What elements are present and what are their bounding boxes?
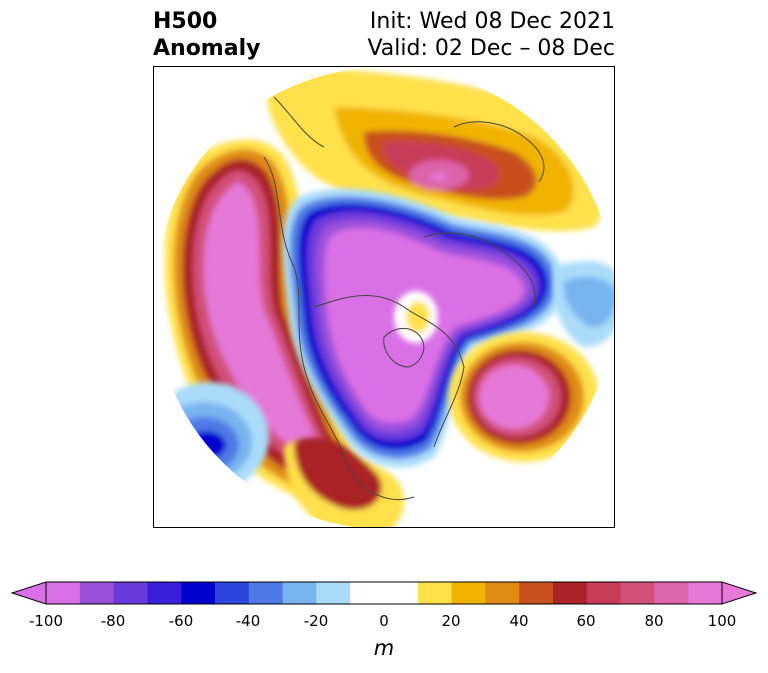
colorbar-cell <box>113 582 148 604</box>
colorbar-tick-labels: -100 -80 -60 -40 -20 0 20 40 60 80 100 <box>0 612 768 632</box>
colorbar-under-arrow <box>10 581 47 605</box>
aleutian-trough <box>154 382 269 492</box>
colorbar-tick: -60 <box>168 612 194 630</box>
colorbar-cell <box>417 582 453 604</box>
atlantic-ridge <box>449 332 599 462</box>
colorbar-cell <box>215 582 250 604</box>
colorbar-cell <box>384 582 419 604</box>
colorbar-cell <box>620 582 655 604</box>
colorbar-cell <box>654 582 689 604</box>
central-ridge-cell <box>394 291 438 343</box>
coastlines <box>263 86 595 501</box>
colorbar-tick: -100 <box>28 612 64 630</box>
init-time: Init: Wed 08 Dec 2021 <box>369 9 615 34</box>
colorbar-cell <box>519 582 554 604</box>
colorbar-tick: 40 <box>509 612 529 630</box>
valid-period: Init: Wed 08 Dec 2021 Valid: 02 Dec – 08… <box>367 8 615 62</box>
anomaly-map-canvas <box>154 67 614 527</box>
colorbar-tick: -40 <box>235 612 261 630</box>
western-ridge <box>284 437 404 527</box>
colorbar-tick: -80 <box>100 612 126 630</box>
colorbar-cell <box>79 582 115 604</box>
title-line-2: Anomaly <box>153 36 261 61</box>
title-line-1: H500 <box>153 9 218 34</box>
colorbar-border <box>45 581 723 605</box>
colorbar-tick: 60 <box>576 612 596 630</box>
colorbar-cell <box>586 582 622 604</box>
colorbar-cell <box>485 582 520 604</box>
colorbar-tick: 100 <box>707 612 737 630</box>
valid-time: Valid: 02 Dec – 08 Dec <box>367 36 615 61</box>
colorbar-unit: m <box>373 636 395 660</box>
map-title: H500 Anomaly <box>153 8 260 62</box>
colorbar-tick: -20 <box>303 612 329 630</box>
colorbar-cell <box>248 582 284 604</box>
colorbar-cell <box>688 582 723 604</box>
colorbar-cell <box>181 582 216 604</box>
colorbar-cell <box>350 582 385 604</box>
anomaly-map <box>153 66 615 528</box>
colorbar-tick: 80 <box>644 612 664 630</box>
colorbar-cell <box>553 582 588 604</box>
colorbar-tick: 0 <box>379 612 389 630</box>
colorbar-cell <box>316 582 351 604</box>
colorbar <box>10 581 758 605</box>
colorbar-over-arrow <box>721 581 758 605</box>
colorbar-cell <box>147 582 182 604</box>
colorbar-tick: 20 <box>441 612 461 630</box>
colorbar-cell <box>282 582 317 604</box>
colorbar-cell <box>46 582 81 604</box>
colorbar-cell <box>451 582 486 604</box>
